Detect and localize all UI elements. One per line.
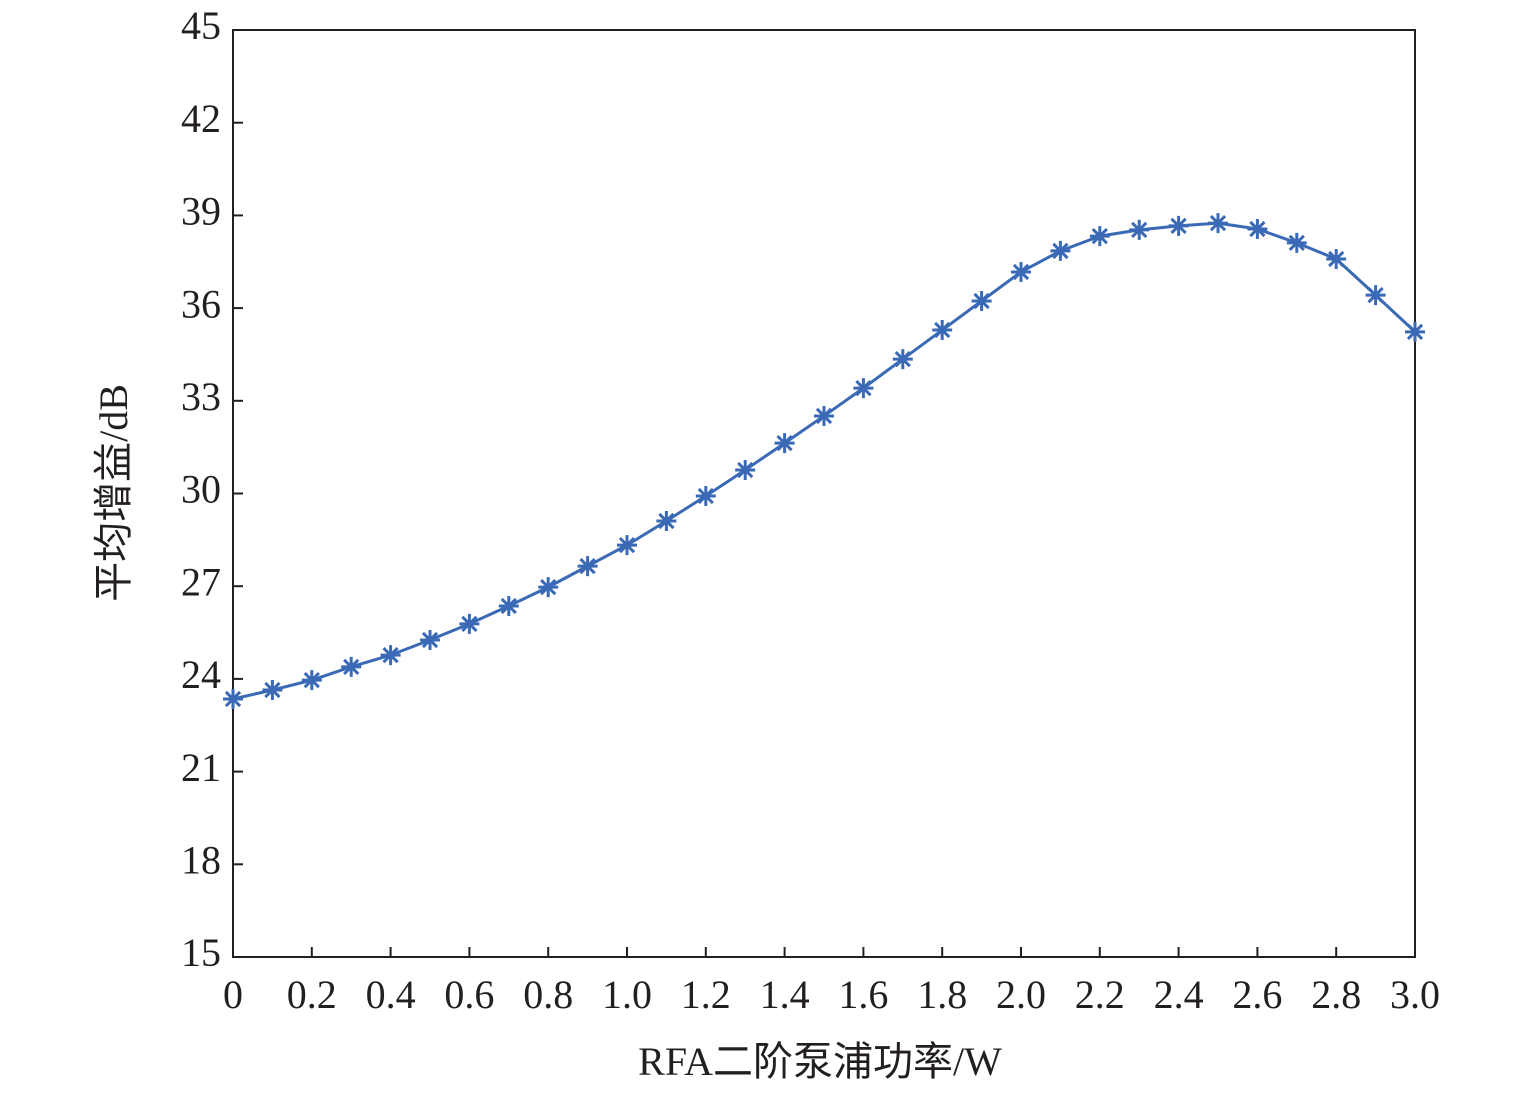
marker — [1286, 232, 1307, 253]
y-tick-label: 30 — [181, 467, 221, 512]
marker — [656, 511, 677, 532]
marker — [695, 485, 716, 506]
marker — [1208, 213, 1228, 234]
x-tick-label: 1.6 — [838, 972, 888, 1017]
marker — [814, 405, 834, 426]
x-tick-label: 1.8 — [917, 972, 967, 1017]
marker — [853, 378, 874, 399]
y-tick-label: 33 — [181, 374, 221, 419]
x-tick-label: 2.6 — [1232, 972, 1282, 1017]
marker — [1247, 218, 1268, 239]
x-tick-label: 2.2 — [1075, 972, 1125, 1017]
marker — [1089, 226, 1110, 247]
x-tick-label: 0 — [223, 972, 243, 1017]
marker — [1168, 215, 1189, 236]
x-tick-label: 0.4 — [366, 972, 416, 1017]
y-tick-label: 45 — [181, 3, 221, 48]
marker — [459, 613, 480, 634]
marker — [1050, 240, 1071, 261]
y-tick-label: 24 — [181, 652, 221, 697]
x-tick-label: 2.4 — [1154, 972, 1204, 1017]
x-tick-label: 0.2 — [287, 972, 337, 1017]
x-tick-label: 1.2 — [681, 972, 731, 1017]
y-tick-label: 42 — [181, 96, 221, 141]
marker — [1405, 321, 1425, 342]
marker — [774, 433, 795, 454]
marker — [223, 688, 243, 709]
marker — [538, 577, 559, 598]
marker — [1365, 285, 1386, 306]
marker — [262, 680, 283, 701]
marker — [577, 556, 598, 577]
marker — [1326, 248, 1347, 269]
marker — [341, 656, 362, 677]
x-tick-label: 2.0 — [996, 972, 1046, 1017]
x-tick-label: 0.8 — [523, 972, 573, 1017]
x-tick-label: 1.4 — [760, 972, 810, 1017]
x-tick-label: 1.0 — [602, 972, 652, 1017]
marker — [1011, 261, 1031, 282]
marker — [420, 629, 440, 650]
marker — [1129, 219, 1150, 240]
x-axis-label: RFA二阶泵浦功率/W — [638, 1039, 1002, 1084]
x-tick-label: 3.0 — [1390, 972, 1440, 1017]
y-tick-label: 15 — [181, 930, 221, 975]
x-tick-label: 0.6 — [444, 972, 494, 1017]
marker — [617, 535, 637, 556]
marker — [301, 670, 322, 691]
y-tick-label: 21 — [181, 745, 221, 790]
marker — [735, 460, 756, 481]
y-tick-label: 27 — [181, 559, 221, 604]
y-tick-label: 36 — [181, 281, 221, 326]
y-tick-label: 18 — [181, 837, 221, 882]
plot-frame — [232, 29, 1416, 958]
marker — [892, 349, 913, 370]
x-tick-label: 2.8 — [1311, 972, 1361, 1017]
marker — [932, 320, 953, 341]
y-tick-label: 39 — [181, 189, 221, 234]
marker — [380, 645, 401, 666]
marker — [498, 595, 519, 616]
series-line — [232, 221, 1417, 701]
y-axis-label: 平均增益/dB — [91, 384, 136, 602]
marker — [971, 290, 992, 311]
